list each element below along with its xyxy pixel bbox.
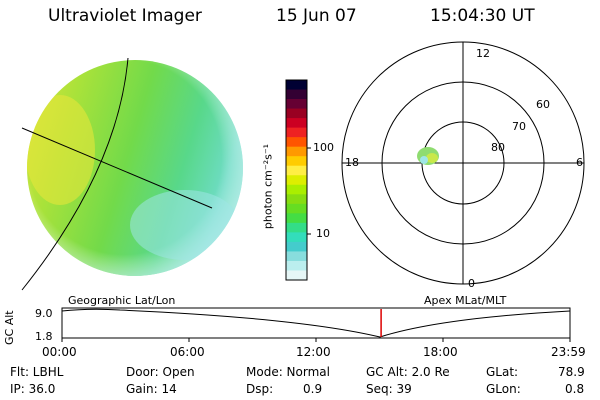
colorbar-cell — [286, 213, 307, 224]
colorbar-cell — [286, 241, 307, 253]
x-tick-1800: 18:00 — [423, 345, 458, 359]
polar-label-12: 12 — [476, 47, 490, 60]
colorbar-tick-100: 100 — [313, 141, 334, 154]
colorbar-cell — [286, 232, 307, 243]
info-mode: Mode: Normal — [246, 365, 330, 379]
colorbar-cell — [286, 80, 307, 91]
polar-label-80: 80 — [491, 141, 505, 154]
colorbar-cell — [286, 260, 307, 272]
polar-label-6: 6 — [576, 156, 583, 169]
meridian-line — [21, 57, 129, 291]
colorbar-tick-10: 10 — [316, 227, 330, 240]
time-label: 15:04:30 UT — [430, 6, 535, 26]
strip-right-title: Apex MLat/MLT — [424, 294, 507, 307]
colorbar-cell — [286, 127, 307, 138]
polar-label-18: 18 — [345, 156, 359, 169]
x-tick-2359: 23:59 — [551, 345, 586, 359]
colorbar-cell — [286, 175, 307, 186]
strip-y-tick-top: 9.0 — [35, 307, 53, 320]
colorbar-cell — [286, 165, 307, 176]
info-glon-value: 0.8 — [565, 382, 585, 396]
x-tick-0600: 06:00 — [170, 345, 205, 359]
date-label: 15 Jun 07 — [276, 6, 357, 26]
x-tick-0000: 00:00 — [42, 345, 77, 359]
strip-left-title: Geographic Lat/Lon — [68, 294, 176, 307]
info-glat-value: 78.9 — [558, 365, 585, 379]
info-filter: Flt: LBHL — [10, 365, 64, 379]
info-gain: Gain: 14 — [126, 382, 177, 396]
colorbar-cell — [286, 99, 307, 110]
info-glon-label: GLon: — [486, 382, 521, 396]
auroral-spot — [417, 147, 439, 165]
colorbar-cell — [286, 137, 307, 148]
colorbar-cell — [286, 118, 307, 129]
colorbar-cell — [286, 156, 307, 167]
info-gc-alt: GC Alt: 2.0 Re — [366, 365, 450, 379]
colorbar-cell — [286, 222, 307, 233]
colorbar-cell — [286, 203, 307, 214]
polar-label-0: 0 — [468, 277, 475, 290]
polar-label-60: 60 — [536, 98, 550, 111]
colorbar-cell — [286, 270, 307, 281]
x-tick-1200: 12:00 — [296, 345, 331, 359]
colorbar-cell — [286, 146, 307, 157]
info-ip: IP: 36.0 — [10, 382, 56, 396]
polar-label-70: 70 — [512, 120, 526, 133]
colorbar-cell — [286, 108, 307, 119]
earth-disk — [27, 60, 243, 276]
colorbar-cell — [286, 251, 307, 262]
info-dsp-label: Dsp: — [246, 382, 274, 396]
info-dsp-value: 0.9 — [303, 382, 323, 396]
latitude-line — [21, 127, 213, 209]
colorbar-cell — [286, 194, 307, 205]
app-title: Ultraviolet Imager — [48, 6, 202, 26]
info-seq: Seq: 39 — [366, 382, 412, 396]
strip-y-tick-bottom: 1.8 — [35, 330, 53, 343]
colorbar-cell — [286, 89, 307, 100]
colorbar-cell — [286, 184, 307, 195]
info-door: Door: Open — [126, 365, 195, 379]
info-glat-label: GLat: — [486, 365, 519, 379]
